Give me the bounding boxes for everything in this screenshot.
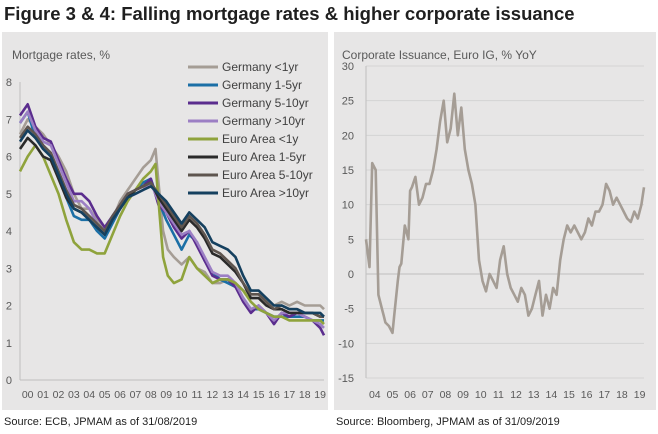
x-tick-label: 19 (634, 389, 646, 401)
y-tick-label: 25 (342, 96, 354, 108)
y-tick-label: 6 (6, 152, 12, 164)
x-tick-label: 19 (314, 389, 326, 401)
y-tick-label: 10 (342, 200, 354, 212)
x-tick-label: 11 (192, 389, 203, 401)
y-tick-label: 4 (6, 226, 12, 238)
x-tick-label: 09 (457, 389, 469, 401)
x-tick-label: 08 (440, 389, 452, 401)
x-tick-label: 04 (83, 389, 95, 401)
corporate-issuance-chart: Corporate Issuance, Euro IG, % YoY -15 -1… (338, 48, 646, 401)
y-tick-label: 20 (342, 130, 354, 142)
x-tick-label: 03 (68, 389, 80, 401)
x-tick-label: 01 (37, 389, 49, 401)
x-tick-label: 06 (404, 389, 416, 401)
x-tick-label: 05 (387, 389, 399, 401)
x-tick-label: 13 (528, 389, 540, 401)
y-tick-label: 1 (6, 338, 12, 350)
corporate-issuance-chart-panel: Corporate Issuance, Euro IG, % YoY -15 -1… (334, 32, 656, 410)
legend-label-0: Germany <1yr (222, 60, 298, 74)
y-tick-label: 5 (348, 234, 354, 246)
source-left: Source: ECB, JPMAM as of 31/08/2019 (4, 416, 198, 428)
y-tick-label: 2 (6, 301, 12, 313)
series-line-6 (18, 125, 324, 319)
x-tick-label: 04 (369, 389, 381, 401)
x-tick-label: 11 (493, 389, 504, 401)
x-tick-label: 07 (422, 389, 434, 401)
x-tick-label: 17 (284, 389, 296, 401)
x-tick-label: 07 (130, 389, 142, 401)
x-tick-label: 14 (545, 389, 557, 401)
x-tick-label: 16 (581, 389, 593, 401)
x-tick-label: 00 (22, 389, 34, 401)
x-tick-label: 15 (253, 389, 265, 401)
x-tick-label: 12 (510, 389, 522, 401)
x-tick-label: 06 (114, 389, 126, 401)
y-tick-label: 15 (342, 165, 354, 177)
x-tick-label: 10 (475, 389, 487, 401)
y-tick-label: 5 (6, 189, 12, 201)
x-tick-label: 14 (237, 389, 249, 401)
y-tick-label: -10 (338, 338, 354, 350)
legend-label-7: Euro Area >10yr (222, 186, 309, 200)
legend-label-1: Germany 1-5yr (222, 78, 302, 92)
x-tick-label: 09 (160, 389, 172, 401)
legend-label-2: Germany 5-10yr (222, 96, 309, 110)
series-line-5 (18, 136, 324, 319)
mortgage-rates-chart-panel: Mortgage rates, % 0 1 2 3 4 5 6 7 8 00 01 02 03 04 05 0… (2, 32, 328, 410)
x-tick-label: 17 (598, 389, 610, 401)
y-tick-label: -5 (344, 304, 354, 316)
series-line-7 (18, 129, 325, 318)
x-tick-label: 13 (222, 389, 234, 401)
chart-title: Mortgage rates, % (12, 48, 110, 62)
y-tick-label: -15 (338, 373, 354, 385)
y-tick-label: 0 (348, 269, 354, 281)
x-tick-label: 10 (176, 389, 188, 401)
x-tick-label: 15 (563, 389, 575, 401)
y-tick-label: 7 (6, 114, 12, 126)
y-tick-label: 30 (342, 61, 354, 73)
y-tick-label: 3 (6, 263, 12, 275)
legend-label-3: Germany >10yr (222, 114, 305, 128)
x-tick-label: 18 (616, 389, 628, 401)
series-line-4 (18, 144, 325, 326)
x-tick-label: 16 (268, 389, 280, 401)
legend-label-5: Euro Area 1-5yr (222, 150, 306, 164)
x-tick-label: 02 (53, 389, 65, 401)
y-tick-label: 0 (6, 375, 12, 387)
series-line-0 (364, 92, 646, 335)
source-right: Source: Bloomberg, JPMAM as of 31/09/201… (336, 416, 560, 428)
x-tick-label: 05 (99, 389, 111, 401)
x-tick-label: 18 (299, 389, 311, 401)
x-tick-label: 12 (207, 389, 219, 401)
y-tick-label: 8 (6, 77, 12, 89)
x-tick-label: 08 (145, 389, 157, 401)
chart-title: Corporate Issuance, Euro IG, % YoY (342, 48, 537, 62)
legend-label-6: Euro Area 5-10yr (222, 168, 313, 182)
series-line-2 (18, 103, 326, 336)
legend-label-4: Euro Area <1y (222, 132, 298, 146)
figure-title: Figure 3 & 4: Falling mortgage rates & h… (4, 3, 575, 24)
